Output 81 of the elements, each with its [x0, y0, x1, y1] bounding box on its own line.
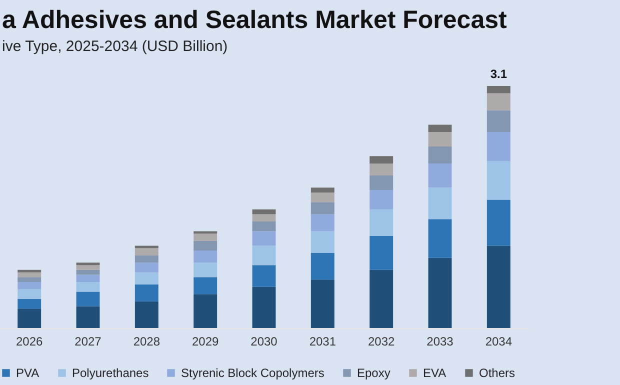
annotation: 3.1 [490, 67, 508, 81]
bar [428, 124, 452, 132]
legend-label: PVA [16, 366, 40, 380]
x-tick-label: 2032 [368, 334, 396, 348]
bar [194, 250, 218, 263]
bar [76, 306, 100, 328]
bar [310, 214, 334, 232]
bar [76, 274, 100, 282]
bar [370, 190, 394, 210]
bar [486, 110, 510, 132]
bar [428, 258, 452, 328]
bar [310, 192, 334, 202]
bar [194, 294, 218, 328]
bar [486, 132, 510, 162]
bar [194, 231, 218, 234]
x-tick-label: 2029 [192, 334, 220, 348]
bar [76, 282, 100, 292]
bar [428, 146, 452, 164]
bar [18, 298, 42, 309]
chart-title: a Adhesives and Sealants Market Forecast [2, 6, 508, 34]
bar [310, 231, 334, 253]
bar [18, 270, 42, 272]
bar [370, 270, 394, 328]
bar [134, 248, 158, 256]
x-tick-label: 2026 [16, 334, 44, 348]
bar [428, 132, 452, 146]
bar [134, 262, 158, 272]
bar [194, 277, 218, 294]
bar [370, 236, 394, 270]
bar [310, 280, 334, 328]
bar [428, 188, 452, 220]
bar [134, 246, 158, 248]
bar [252, 222, 276, 232]
bar [76, 262, 100, 266]
bar [252, 286, 276, 328]
bar [370, 209, 394, 236]
bar [134, 284, 158, 302]
bar [486, 93, 510, 110]
bar [194, 240, 218, 251]
bar [310, 202, 334, 214]
bar [486, 200, 510, 246]
bar [428, 219, 452, 258]
bar [486, 86, 510, 94]
bar [194, 262, 218, 278]
bar [252, 209, 276, 214]
x-tick-label: 2028 [133, 334, 160, 348]
bar [134, 255, 158, 263]
bar [428, 163, 452, 188]
legend-label: Styrenic Block Copolymers [181, 366, 324, 380]
bar [252, 265, 276, 287]
x-tick-label: 2034 [485, 334, 512, 348]
bar [486, 246, 510, 328]
x-tick-label: 2033 [426, 334, 454, 348]
bar [252, 214, 276, 222]
bar [252, 231, 276, 246]
bar [310, 252, 334, 280]
bar [370, 176, 394, 190]
bar [18, 272, 42, 278]
bar [18, 289, 42, 299]
bar [76, 270, 100, 275]
x-tick-label: 2031 [309, 334, 336, 348]
bar [370, 156, 394, 164]
x-tick-label: 2030 [250, 334, 278, 348]
bar [18, 277, 42, 282]
chart-subtitle: ive Type, 2025-2034 (USD Billion) [2, 38, 228, 55]
bar [76, 292, 100, 306]
bar [194, 234, 218, 241]
bar [134, 301, 158, 328]
legend-label: Epoxy [357, 366, 390, 380]
legend-label: Others [479, 366, 516, 380]
legend-label: EVA [423, 366, 446, 380]
bar [252, 246, 276, 266]
bar [18, 282, 42, 290]
legend-label: Polyurethanes [72, 366, 149, 380]
bar [18, 308, 42, 328]
bar [370, 163, 394, 176]
bar [310, 188, 334, 192]
bar [76, 265, 100, 270]
bar [486, 161, 510, 200]
bar [134, 272, 158, 284]
x-tick-label: 2027 [74, 334, 102, 348]
